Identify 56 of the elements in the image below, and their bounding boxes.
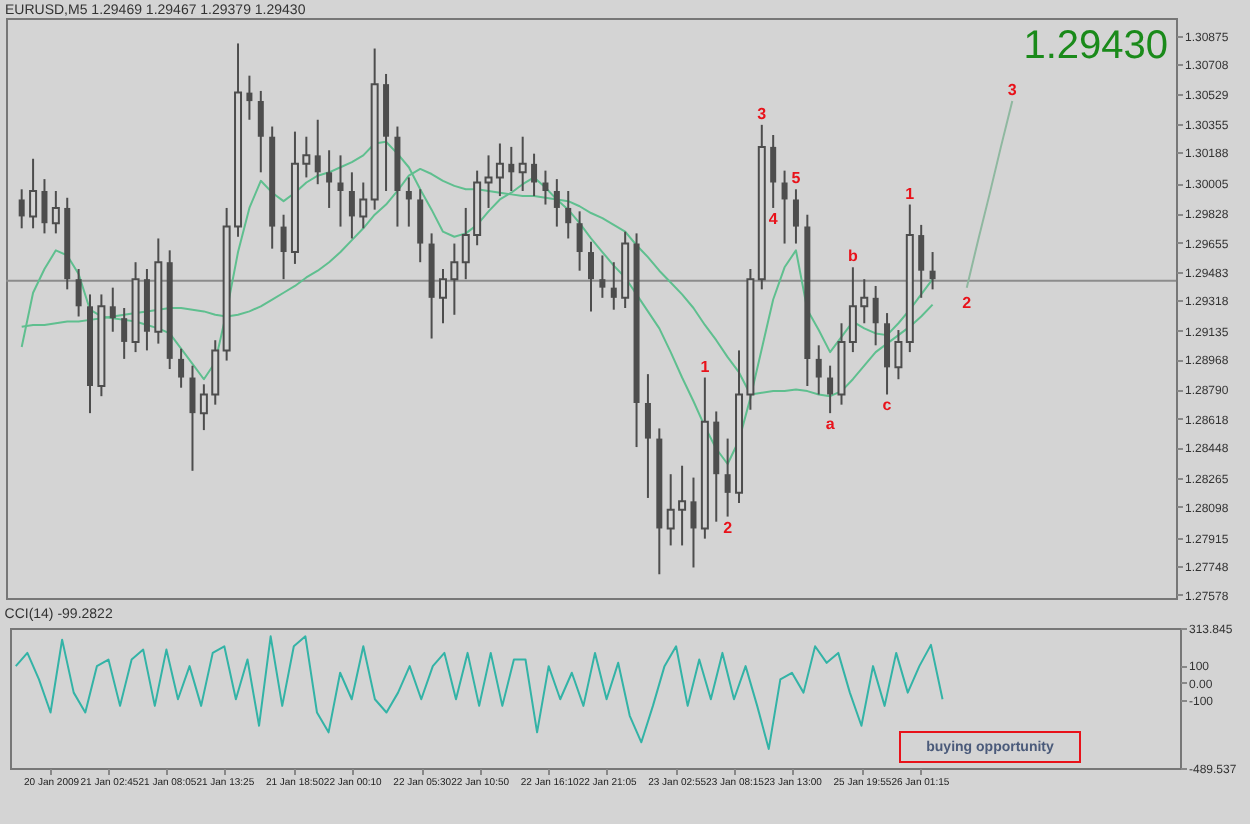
candlestick bbox=[815, 344, 822, 396]
candlestick bbox=[576, 210, 583, 272]
candlestick bbox=[18, 188, 25, 230]
candlestick bbox=[109, 286, 116, 333]
candlestick bbox=[518, 135, 527, 192]
candlestick bbox=[29, 157, 38, 230]
candlestick bbox=[929, 251, 936, 291]
annotation: 5 bbox=[791, 169, 802, 188]
candlestick bbox=[588, 240, 594, 313]
candlestick bbox=[41, 178, 48, 235]
candlestick bbox=[894, 329, 903, 381]
candlestick bbox=[918, 223, 925, 299]
candlestick bbox=[348, 171, 355, 240]
candlestick bbox=[178, 347, 185, 389]
candlestick bbox=[508, 145, 515, 192]
annotation: 4 bbox=[768, 209, 779, 228]
candlestick bbox=[326, 149, 333, 209]
candlestick bbox=[359, 181, 368, 230]
candlestick bbox=[690, 476, 697, 569]
line-series bbox=[20, 140, 934, 466]
annotation: 1 bbox=[700, 357, 711, 376]
candlestick bbox=[792, 188, 799, 245]
candlestick bbox=[872, 284, 879, 347]
annotation: 2 bbox=[723, 518, 734, 537]
candlestick bbox=[884, 312, 891, 396]
line-series bbox=[965, 100, 1014, 289]
candlestick bbox=[724, 437, 731, 518]
candlestick bbox=[189, 364, 196, 472]
annotation: 2 bbox=[962, 293, 973, 312]
candlestick bbox=[644, 373, 651, 499]
candlestick bbox=[405, 176, 412, 228]
candlestick bbox=[542, 169, 549, 206]
candlestick bbox=[781, 169, 788, 245]
candlestick bbox=[280, 213, 287, 281]
candlestick bbox=[417, 188, 424, 264]
candlestick bbox=[51, 189, 60, 235]
candlestick bbox=[337, 154, 344, 228]
annotation: 1 bbox=[905, 184, 916, 203]
annotation: 3 bbox=[1007, 81, 1018, 100]
candlestick bbox=[121, 307, 128, 360]
candlestick bbox=[565, 189, 572, 240]
annotation: c bbox=[882, 396, 893, 415]
annotation: b bbox=[847, 247, 858, 266]
candlestick bbox=[610, 261, 617, 311]
candlestick bbox=[257, 89, 264, 174]
candlestick bbox=[314, 118, 321, 186]
annotation: 3 bbox=[757, 104, 768, 123]
candlestick bbox=[75, 267, 82, 318]
annotation: a bbox=[825, 415, 836, 434]
candlestick bbox=[770, 134, 777, 209]
candlestick bbox=[599, 254, 606, 299]
candlestick bbox=[827, 364, 834, 415]
candlestick bbox=[553, 178, 560, 228]
candlestick bbox=[531, 152, 538, 198]
annotation: 1.29430 bbox=[1023, 24, 1168, 68]
candlestick bbox=[246, 74, 253, 121]
